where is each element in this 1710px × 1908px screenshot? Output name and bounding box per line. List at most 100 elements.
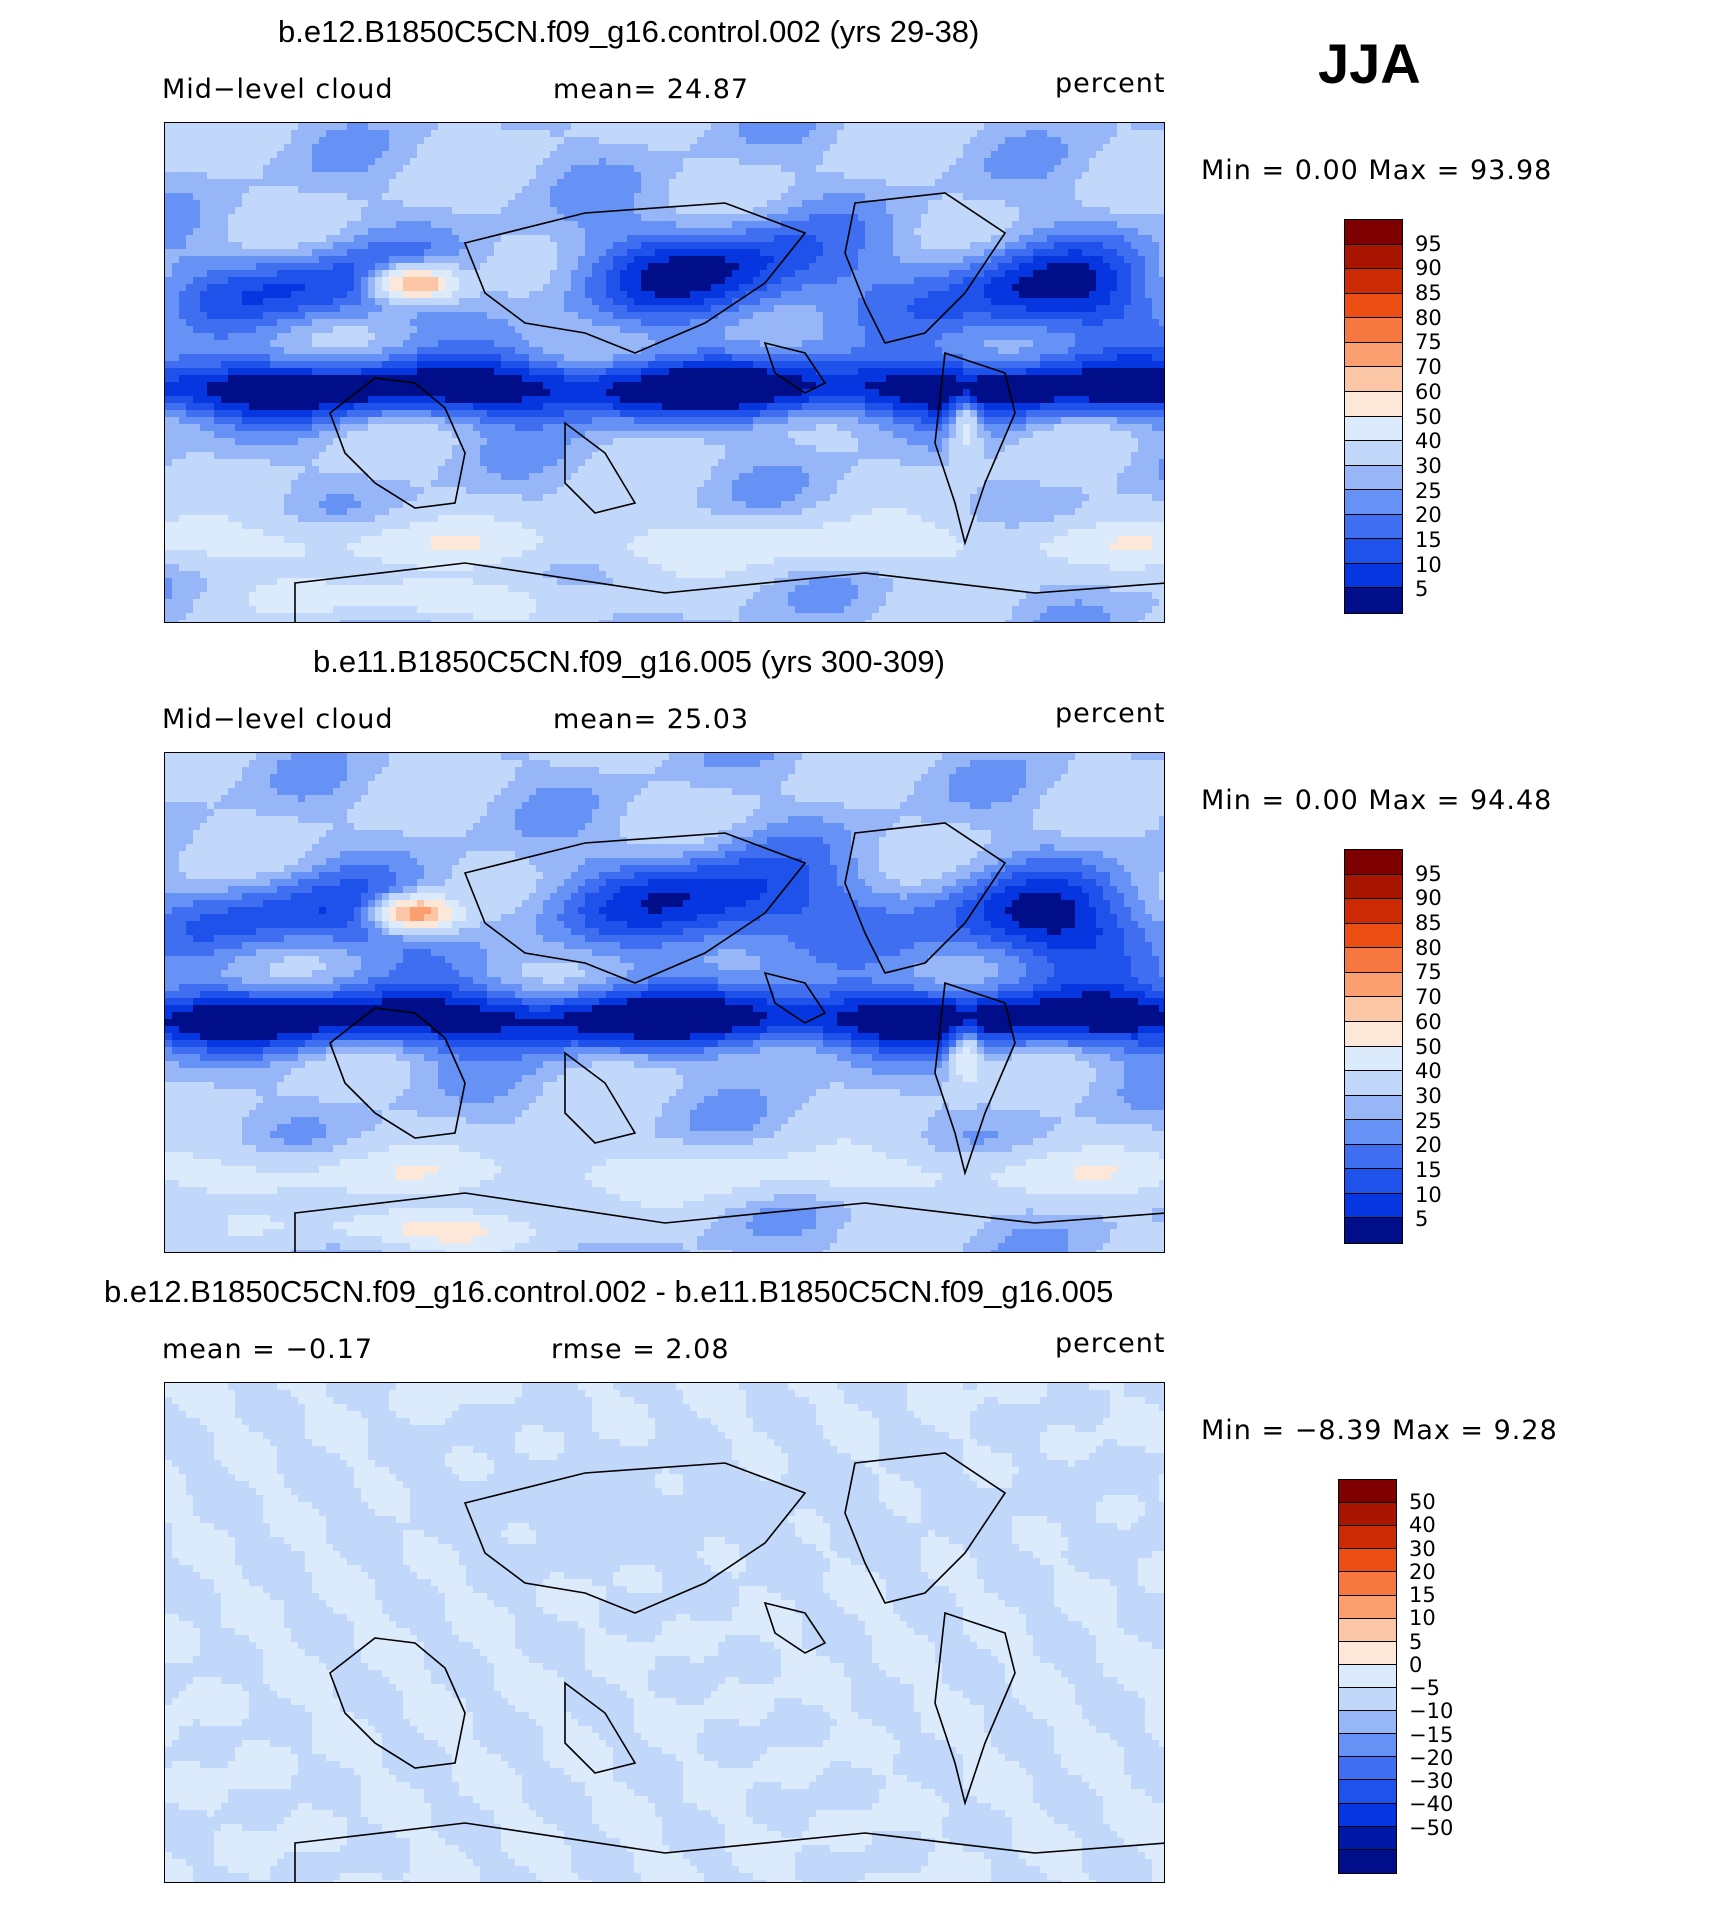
colorbar-tick-label: 10 [1415, 554, 1442, 576]
colorbar-tick-label: 40 [1415, 1061, 1442, 1082]
colorbar-tick-label: 90 [1415, 258, 1442, 279]
colorbar-tick-label: 75 [1415, 962, 1442, 983]
coastline [329, 1007, 466, 1139]
coastline [294, 1192, 1164, 1252]
colorbar-tick-label: 85 [1415, 283, 1442, 304]
colorbar-tick-label: 80 [1415, 937, 1442, 959]
rmse-label: rmse = 2.08 [551, 1336, 730, 1363]
colorbar-segment [1339, 1734, 1396, 1758]
min-max-label: Min = −8.39 Max = 9.28 [1201, 1417, 1558, 1444]
colorbar-segment [1345, 1169, 1402, 1194]
colorbar-tick-label: 75 [1415, 332, 1442, 353]
colorbar-segment [1339, 1826, 1396, 1850]
mean-label: mean= 24.87 [553, 76, 749, 103]
colorbar-segment [1345, 1218, 1402, 1243]
colorbar-tick-label: 50 [1409, 1492, 1436, 1513]
colorbar-tick-label: 5 [1415, 1209, 1428, 1230]
colorbar-tick-label: 10 [1409, 1608, 1436, 1629]
coastline [564, 1051, 637, 1144]
colorbar-tick-label: −15 [1409, 1724, 1453, 1746]
colorbar-tick-label: 30 [1409, 1538, 1436, 1560]
mean-label: mean= 25.03 [553, 706, 749, 733]
coastline [844, 1452, 1007, 1604]
colorbar-segment [1339, 1549, 1396, 1573]
mean-label: mean = −0.17 [162, 1336, 373, 1363]
colorbar-tick-label: 5 [1415, 579, 1428, 600]
colorbar-tick-label: 15 [1415, 1159, 1442, 1181]
colorbar-tick-label: 50 [1415, 1036, 1442, 1058]
coastline [763, 1601, 827, 1654]
colorbar-tick-label: −30 [1409, 1771, 1453, 1792]
colorbar-tick-label: 0 [1409, 1654, 1422, 1676]
colorbar-segment [1345, 874, 1402, 900]
colorbar [1338, 1479, 1397, 1874]
colorbar-tick-label: −10 [1409, 1701, 1453, 1722]
season-label: JJA [1318, 36, 1421, 92]
coastline [294, 562, 1164, 622]
colorbar-tick-label: 40 [1409, 1515, 1436, 1536]
colorbar-segment [1345, 244, 1402, 270]
colorbar-tick-label: 20 [1415, 1135, 1442, 1156]
colorbar-tick-label: 25 [1415, 1110, 1442, 1132]
colorbar-tick-label: 5 [1409, 1631, 1422, 1653]
coastline [934, 1611, 1016, 1806]
colorbar [1344, 219, 1403, 614]
colorbar-segment [1345, 923, 1402, 949]
colorbar-segment [1339, 1641, 1396, 1665]
difference-field [165, 1383, 1164, 1882]
units-label: percent [1055, 1330, 1165, 1357]
colorbar-segment [1345, 1095, 1402, 1121]
coastline [329, 1637, 466, 1769]
min-max-label: Min = 0.00 Max = 93.98 [1201, 157, 1552, 184]
colorbar-tick-label: 15 [1409, 1585, 1436, 1606]
colorbar-tick-label: 20 [1409, 1561, 1436, 1583]
colorbar-tick-label: 50 [1415, 406, 1442, 428]
colorbar-segment [1345, 1046, 1402, 1072]
panel-title: b.e12.B1850C5CN.f09_g16.control.002 (yrs… [278, 16, 979, 47]
colorbar-segment [1345, 1144, 1402, 1170]
coastline [934, 981, 1016, 1176]
colorbar-segment [1345, 588, 1402, 613]
colorbar-segment [1345, 293, 1402, 319]
colorbar-segment [1345, 367, 1402, 392]
colorbar-segment [1339, 1526, 1396, 1550]
coastline [934, 351, 1016, 546]
variable-label: Mid−level cloud [162, 76, 393, 103]
colorbar-segment [1345, 997, 1402, 1022]
coastline [763, 971, 827, 1024]
colorbar-tick-label: 70 [1415, 987, 1442, 1008]
cloud-map [164, 122, 1165, 623]
difference-map [164, 1382, 1165, 1883]
coastline [564, 1681, 637, 1774]
cloud-field [165, 753, 1164, 1252]
colorbar-segment [1345, 465, 1402, 491]
colorbar-segment [1339, 1664, 1396, 1688]
coastline [844, 192, 1007, 344]
colorbar-tick-label: 60 [1415, 381, 1442, 403]
colorbar-segment [1345, 441, 1402, 466]
coastline [564, 421, 637, 514]
colorbar-segment [1339, 1503, 1396, 1527]
colorbar-segment [1345, 220, 1402, 245]
panel-title: b.e12.B1850C5CN.f09_g16.control.002 - b.… [104, 1276, 1113, 1307]
colorbar-segment [1339, 1780, 1396, 1804]
colorbar-segment [1345, 342, 1402, 368]
colorbar-tick-label: −20 [1409, 1747, 1453, 1769]
colorbar-segment [1345, 1021, 1402, 1047]
colorbar-tick-label: 30 [1415, 1085, 1442, 1107]
coastline [294, 1822, 1164, 1882]
colorbar-segment [1339, 1711, 1396, 1735]
cloud-field [165, 123, 1164, 622]
colorbar-segment [1345, 563, 1402, 589]
colorbar-segment [1339, 1618, 1396, 1642]
colorbar-segment [1339, 1687, 1396, 1712]
colorbar-tick-label: −40 [1409, 1794, 1453, 1815]
coastline [844, 822, 1007, 974]
colorbar-segment [1345, 490, 1402, 515]
colorbar-segment [1345, 1071, 1402, 1096]
colorbar-segment [1345, 391, 1402, 417]
colorbar-segment [1345, 1120, 1402, 1145]
colorbar-tick-label: 85 [1415, 913, 1442, 934]
colorbar-segment [1345, 416, 1402, 442]
colorbar-segment [1345, 1193, 1402, 1219]
